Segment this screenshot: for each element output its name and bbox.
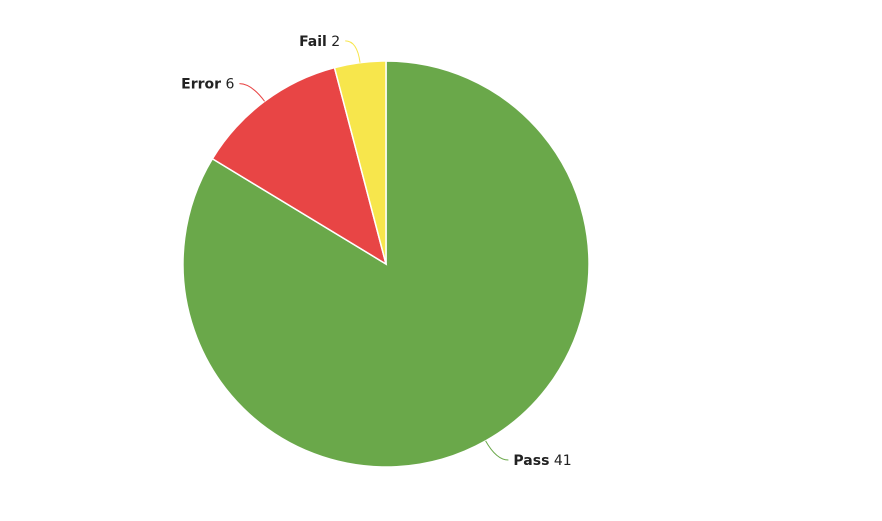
label-connector-error [239, 83, 265, 102]
slice-labels: Pass 41 Error 6 Fail 2 [181, 34, 572, 469]
pie-slices [182, 60, 590, 468]
slice-label-value: 41 [549, 453, 571, 469]
slice-label-value: 6 [221, 77, 234, 93]
slice-label-pass: Pass 41 [513, 453, 571, 469]
label-connector-pass [485, 440, 509, 461]
label-connectors [239, 40, 509, 461]
slice-label-name: Fail [299, 34, 327, 50]
slice-label-value: 2 [327, 34, 340, 50]
slice-label-fail: Fail 2 [299, 34, 340, 50]
label-connector-fail [345, 40, 361, 63]
pie-slice-fail[interactable] [333, 60, 387, 265]
slice-label-name: Pass [513, 453, 549, 469]
slice-label-name: Error [181, 77, 221, 93]
slice-label-error: Error 6 [181, 77, 234, 93]
